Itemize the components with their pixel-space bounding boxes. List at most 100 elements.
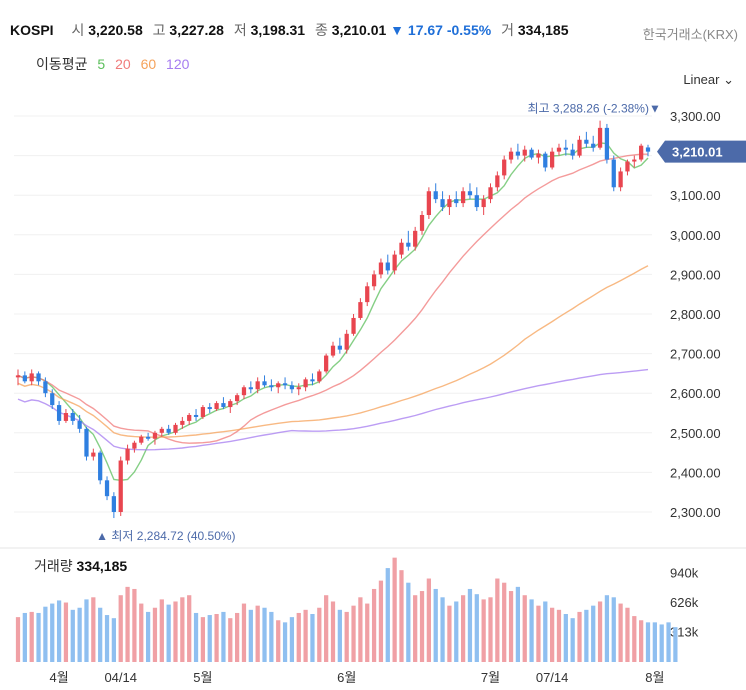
- chevron-down-icon: ⌄: [723, 72, 734, 87]
- volume-bar: [324, 595, 329, 662]
- candle: [371, 274, 377, 287]
- volume-bar: [70, 609, 75, 662]
- x-axis-label: 07/14: [536, 670, 569, 685]
- symbol-name[interactable]: KOSPI: [10, 22, 54, 38]
- volume-bar: [91, 597, 96, 662]
- scale-selector[interactable]: Linear ⌄: [683, 72, 734, 88]
- volume-bar: [666, 622, 671, 662]
- volume-bar: [351, 605, 356, 662]
- low-value: 3,198.31: [250, 22, 306, 38]
- candle: [433, 191, 438, 200]
- volume-panel-title: 거래량 334,185: [34, 558, 127, 574]
- volume-tick-label: 626k: [670, 595, 699, 610]
- quote-header: KOSPI 시 3,220.58 고 3,227.28 저 3,198.31 종…: [10, 20, 568, 40]
- candle: [56, 405, 62, 421]
- candle: [214, 403, 219, 410]
- volume-bar: [556, 609, 562, 662]
- candle: [98, 452, 103, 481]
- volume-bar: [419, 591, 425, 662]
- candle: [365, 286, 370, 303]
- price-tick-label: 2,400.00: [670, 465, 721, 480]
- volume-bar: [125, 586, 130, 662]
- volume-bar: [563, 614, 568, 662]
- open-label: 시: [71, 22, 85, 38]
- candle: [152, 432, 158, 439]
- candle: [241, 387, 247, 396]
- ma-120-label: 120: [166, 56, 190, 72]
- candle: [556, 147, 562, 152]
- volume-bar: [15, 617, 21, 662]
- candle: [413, 230, 418, 247]
- volume-bar: [488, 597, 493, 662]
- moving-average-legend[interactable]: 이동평균 5 20 60 120: [36, 54, 195, 74]
- candle: [324, 355, 329, 372]
- candle: [502, 159, 507, 176]
- price-tick-label: 2,600.00: [670, 386, 721, 401]
- volume-bar: [36, 612, 41, 662]
- volume-bar: [228, 618, 233, 662]
- candle: [584, 139, 589, 144]
- volume-bar: [98, 607, 103, 662]
- volume-bar: [310, 614, 315, 662]
- volume-bar: [276, 620, 281, 662]
- volume-bar: [584, 609, 589, 662]
- volume-bar: [152, 607, 158, 662]
- candle: [467, 191, 473, 196]
- volume-bar: [604, 595, 610, 662]
- volume-bar: [399, 570, 404, 662]
- candle: [550, 151, 555, 168]
- volume-bar: [145, 611, 151, 662]
- volume-bar: [241, 603, 247, 662]
- candle: [618, 171, 623, 188]
- candle: [22, 375, 27, 382]
- volume-bar: [625, 607, 630, 662]
- volume-bar: [29, 611, 34, 662]
- candle: [454, 199, 459, 204]
- candle: [426, 191, 431, 215]
- change-value: 17.67: [407, 22, 443, 38]
- scale-label: Linear: [683, 72, 720, 87]
- candle: [639, 145, 644, 160]
- volume-bar: [652, 622, 657, 662]
- candle: [77, 420, 82, 429]
- volume-bar: [474, 594, 479, 662]
- volume-bar: [269, 611, 274, 662]
- x-axis-label: 7월: [481, 670, 500, 685]
- candle: [187, 414, 192, 421]
- candle: [522, 149, 527, 156]
- volume-bar: [139, 603, 144, 662]
- candle: [193, 414, 199, 417]
- volume-bar: [180, 597, 185, 662]
- candle: [570, 149, 575, 156]
- price-tick-label: 2,300.00: [670, 505, 721, 520]
- candle: [173, 424, 178, 433]
- candle: [118, 460, 123, 512]
- volume-bar: [550, 607, 555, 662]
- ma-5-label: 5: [97, 56, 106, 72]
- candle: [481, 199, 486, 208]
- candle: [207, 407, 212, 410]
- volume-bar: [159, 599, 164, 662]
- volume-bar: [632, 616, 637, 662]
- volume-bar: [173, 601, 178, 662]
- candle: [419, 215, 425, 231]
- close-value: 3,210.01: [331, 22, 387, 38]
- volume-bar: [193, 612, 199, 662]
- candle: [529, 149, 534, 158]
- candle: [282, 383, 288, 386]
- x-axis-label: 8월: [645, 670, 664, 685]
- candle: [84, 428, 89, 457]
- x-axis-label: 04/14: [104, 670, 137, 685]
- candle: [474, 195, 479, 208]
- high-value: 3,227.28: [169, 22, 224, 38]
- candle: [166, 428, 171, 433]
- candle: [406, 242, 411, 247]
- x-axis-label: 5월: [193, 670, 212, 685]
- volume-bar: [303, 609, 308, 662]
- price-tick-label: 3,100.00: [670, 188, 721, 203]
- x-axis-label: 4월: [49, 670, 68, 685]
- candle: [43, 381, 48, 394]
- candle: [399, 242, 404, 255]
- volume-bar: [104, 615, 110, 662]
